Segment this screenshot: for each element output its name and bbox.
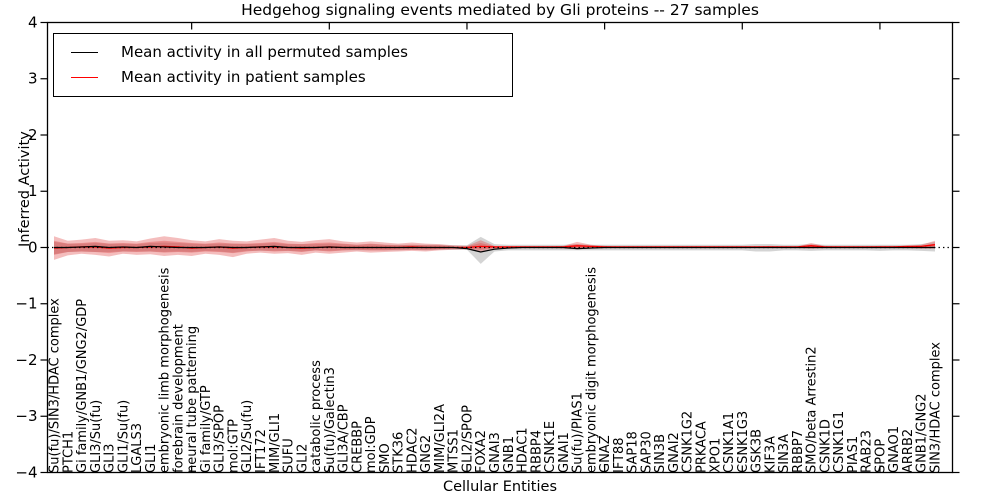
category-label: Gi family/GNB1/GNG2/GDP [75, 299, 90, 473]
y-tick-label: 4 [28, 13, 38, 31]
category-label: neural tube patterning [185, 326, 200, 473]
category-label: SUFU [282, 438, 297, 473]
category-label: RAB23 [860, 430, 875, 473]
category-label: IFT88 [612, 437, 627, 473]
y-tick-label: 3 [28, 70, 38, 88]
legend-label-permuted: Mean activity in all permuted samples [121, 42, 408, 61]
category-label: FOXA2 [474, 430, 489, 473]
category-label: GLI3/Su(fu) [89, 400, 104, 473]
category-label: SIN3/HDAC complex [929, 342, 944, 473]
category-label: PRKACA [694, 421, 709, 473]
category-label: GLI3/SPOP [213, 405, 228, 473]
category-label: Gi family/GTP [199, 385, 214, 473]
category-label: CSNK1G1 [832, 411, 847, 473]
category-label: MIM/GLI2A [433, 404, 448, 473]
permuted-line-swatch [71, 51, 98, 53]
category-label: SPOP [873, 439, 888, 473]
category-label: Su(fu)/Galectin3 [323, 367, 338, 473]
category-label: GLI3A/CBP [337, 404, 352, 473]
y-tick-label: 2 [28, 126, 38, 144]
category-label: HDAC2 [405, 427, 420, 473]
x-axis-label: Cellular Entities [442, 479, 558, 495]
category-label: RBBP7 [791, 430, 806, 473]
category-label: forebrain development [171, 324, 186, 473]
category-label: GLI2/Su(fu) [240, 400, 255, 473]
category-label: KIF3A [763, 436, 778, 473]
category-label: ARRB2 [901, 429, 916, 473]
category-label: SAP30 [639, 431, 654, 473]
category-label: GNB1 [502, 436, 517, 473]
category-label: GNB1/GNG2 [915, 393, 930, 473]
patient-std-band [54, 240, 935, 255]
category-label: PIAS1 [846, 436, 861, 473]
legend-label-patient: Mean activity in patient samples [121, 68, 366, 87]
category-label: CSNK1A1 [722, 412, 737, 473]
category-label: GLI2/SPOP [460, 405, 475, 473]
category-label: MIM/GLI1 [268, 413, 283, 473]
category-label: GNAZ [598, 435, 613, 473]
category-label: GNG2 [419, 435, 434, 473]
category-label: CSNK1G3 [736, 411, 751, 473]
category-label: GLI3 [103, 444, 118, 473]
category-label: CSNK1E [543, 421, 558, 473]
category-label: GLI2 [295, 444, 310, 473]
patient-line-swatch [71, 77, 98, 79]
category-label: SIN3B [653, 434, 668, 473]
category-label: RBBP4 [529, 430, 544, 473]
y-tick-label: −2 [15, 351, 37, 369]
category-label: mol:GTP [226, 419, 241, 473]
chart-title: Hedgehog signaling events mediated by Gl… [241, 1, 759, 19]
category-label: GLI1/Su(fu) [116, 400, 131, 473]
category-label: CREBBP [350, 421, 365, 473]
category-label: CSNK1D [818, 419, 833, 473]
category-label: IFT172 [254, 429, 269, 473]
category-label: GNAI1 [557, 432, 572, 473]
category-label: mol:GDP [364, 416, 379, 473]
category-label: SMO/beta Arrestin2 [805, 346, 820, 473]
category-label: embryonic digit morphogenesis [584, 267, 599, 473]
category-label: GSK3B [750, 429, 765, 473]
y-tick-label: 1 [28, 182, 38, 200]
category-label: catabolic process [309, 360, 324, 473]
category-label: SMO [378, 443, 393, 473]
category-label: HDAC1 [516, 427, 531, 473]
category-label: PTCH1 [61, 431, 76, 473]
y-tick-label: −4 [15, 463, 37, 481]
category-label: GNAO1 [887, 426, 902, 473]
category-label: GLI1 [144, 444, 159, 473]
legend-item-patient: Mean activity in patient samples [54, 70, 512, 85]
legend: Mean activity in all permuted samples Me… [53, 33, 513, 97]
category-label: XPO1 [708, 438, 723, 473]
y-tick-label: 0 [28, 238, 38, 256]
category-label: SAP18 [626, 431, 641, 473]
permuted-range-band [54, 236, 935, 264]
category-label: Su(fu)/PIAS1 [571, 392, 586, 473]
category-label: embryonic limb morphogenesis [158, 267, 173, 473]
category-label: GNAI3 [488, 432, 503, 473]
category-label: LGALS3 [130, 423, 145, 473]
category-label: Su(fu)/SIN3/HDAC complex [48, 298, 63, 473]
category-label: CSNK1G2 [681, 411, 696, 473]
category-label: STK36 [392, 432, 407, 473]
y-tick-label: −3 [15, 407, 37, 425]
category-label: MTSS1 [447, 429, 462, 473]
y-tick-label: −1 [15, 295, 37, 313]
legend-item-permuted: Mean activity in all permuted samples [54, 42, 512, 61]
patient-range-band [54, 236, 935, 260]
category-label: SIN3A [777, 434, 792, 473]
category-label: GNAI2 [667, 432, 682, 473]
